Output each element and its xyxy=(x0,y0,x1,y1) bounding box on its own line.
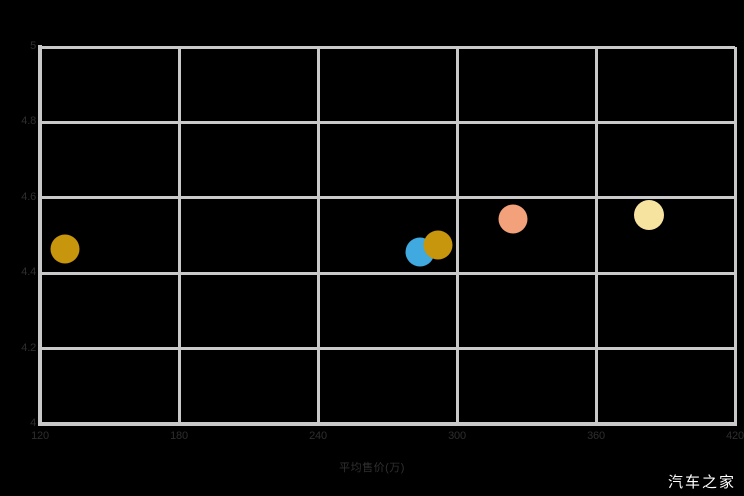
y-axis-tick-label: 4.4 xyxy=(21,266,36,279)
x-axis-title: 平均售价(万) xyxy=(339,462,405,474)
data-point-point-3[interactable] xyxy=(423,230,453,260)
x-axis-tick-label: 360 xyxy=(587,430,605,442)
x-axis-tick-label: 180 xyxy=(170,430,188,442)
y-axis-tick-labels: 5 4.8 4.6 4.4 4.2 4 xyxy=(0,0,36,496)
x-axis-tick-label: 300 xyxy=(448,430,466,442)
y-axis-tick-label: 5 xyxy=(30,40,36,52)
x-axis-tick-label: 420 xyxy=(726,430,744,442)
grid-line-vertical xyxy=(455,47,459,424)
y-axis-tick-label: 4.6 xyxy=(21,190,36,203)
grid-line-horizontal xyxy=(40,120,735,124)
x-axis-tick-label: 240 xyxy=(309,430,327,442)
data-point-point-4[interactable] xyxy=(498,204,528,234)
grid-line-vertical xyxy=(594,47,598,424)
data-point-point-5[interactable] xyxy=(634,199,665,230)
y-axis-tick-label: 4.8 xyxy=(21,115,36,128)
grid-line-horizontal xyxy=(40,347,735,351)
plot-area xyxy=(38,45,737,426)
data-point-point-1[interactable] xyxy=(50,234,80,264)
y-axis-tick-label: 4 xyxy=(30,417,36,429)
grid-line-vertical xyxy=(316,47,320,424)
grid-line-horizontal xyxy=(40,422,735,426)
watermark-logo: 汽车之家 xyxy=(667,473,736,491)
grid-line-horizontal xyxy=(40,196,735,200)
grid-line-vertical xyxy=(177,47,181,424)
y-axis-tick-label: 4.2 xyxy=(21,341,36,354)
x-axis-tick-label: 120 xyxy=(31,430,49,442)
grid-line-vertical xyxy=(733,47,737,424)
grid-line-horizontal xyxy=(40,271,735,275)
grid-line-horizontal xyxy=(40,45,735,49)
grid-line-vertical xyxy=(38,47,42,424)
